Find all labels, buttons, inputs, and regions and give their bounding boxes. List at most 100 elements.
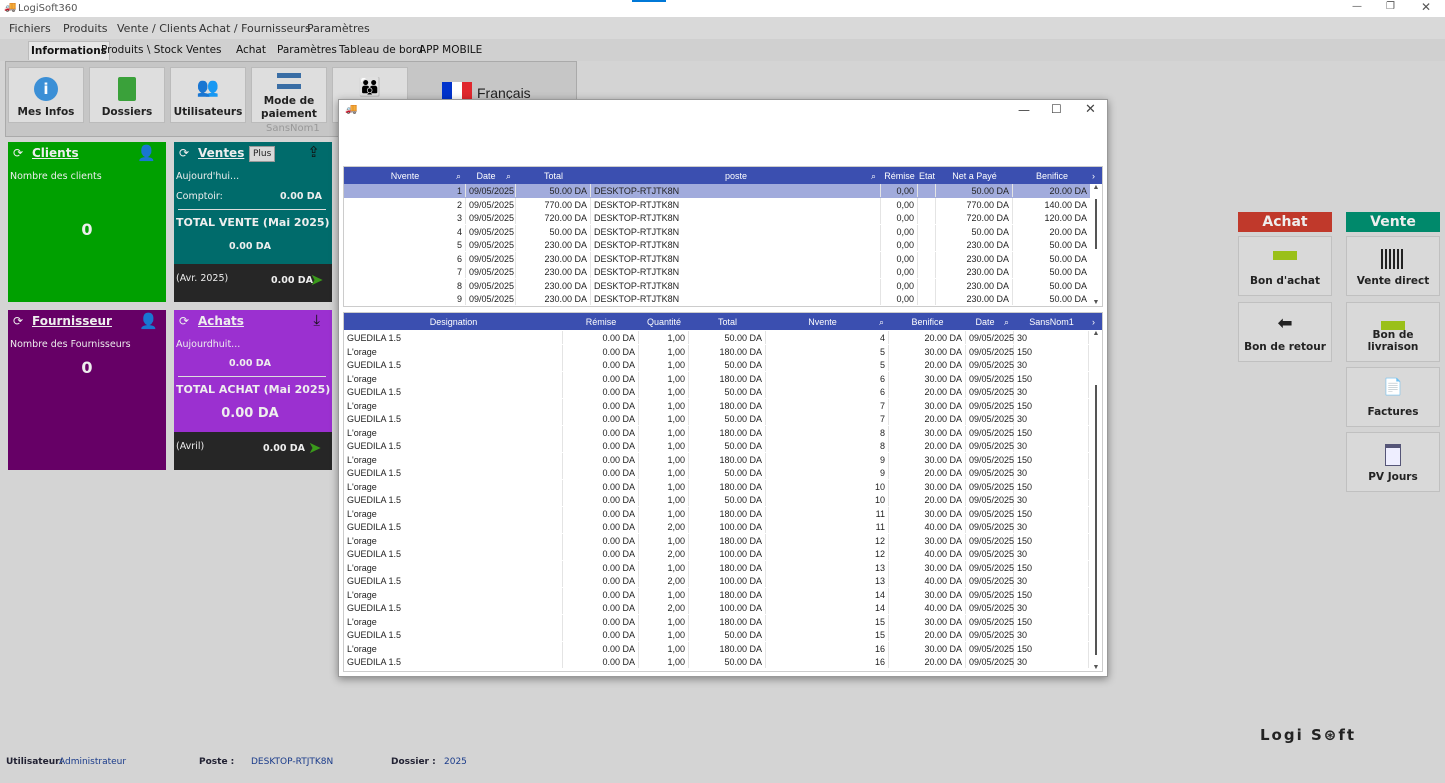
achats-tile[interactable]: ⟳ Achats ⤓ Aujourdhuit... 0.00 DA TOTAL … (174, 310, 332, 470)
table-row[interactable]: 8 09/05/2025 230.00 DA DESKTOP-RTJTK8N 0,00 2… (344, 278, 1091, 293)
tab-informations[interactable]: Informations (28, 41, 110, 60)
search-icon[interactable]: ⌕ (1004, 317, 1010, 327)
achats-link[interactable]: Achats (198, 314, 244, 328)
table-row[interactable]: 4 09/05/2025 50.00 DA DESKTOP-RTJTK8N 0,00 50… (344, 224, 1091, 239)
tab-achat[interactable]: Achat (236, 44, 266, 56)
clients-link[interactable]: Clients (32, 146, 79, 160)
column-nvente[interactable]: Nvente (390, 171, 420, 181)
table-row[interactable]: 7 09/05/2025 230.00 DA DESKTOP-RTJTK8N 0,00 2… (344, 265, 1091, 279)
table-row[interactable]: GUEDILA 1.5 0.00 DA 1,00 50.00 DA 7 20.00 DA 0… (344, 412, 1091, 426)
ventes-link[interactable]: Ventes (198, 146, 245, 160)
factures-button[interactable]: 📄 Factures (1346, 367, 1440, 427)
clients-tile[interactable]: ⟳ Clients 👤 Nombre des clients 0 (8, 142, 166, 302)
column-date[interactable]: Date (975, 317, 995, 327)
menu-vente-clients[interactable]: Vente / Clients (117, 22, 197, 35)
dossiers-button[interactable]: Dossiers (89, 67, 165, 123)
table-row[interactable]: L'orage 0.00 DA 1,00 180.00 DA 10 30.00 DA 09/… (344, 479, 1091, 494)
column-total[interactable]: Total (543, 171, 563, 181)
table-row[interactable]: 1 09/05/2025 50.00 DA DESKTOP-RTJTK8N 0,00 50… (344, 184, 1091, 198)
table-row[interactable]: GUEDILA 1.5 0.00 DA 2,00 100.00 DA 11 40.00 D… (344, 520, 1091, 534)
close-button[interactable]: ✕ (1421, 0, 1432, 14)
mes-infos-button[interactable]: i Mes Infos (8, 67, 84, 123)
download-icon[interactable]: ⤓ (313, 311, 320, 329)
tab-tableau-de-bord[interactable]: Tableau de bord (339, 44, 423, 56)
table-row[interactable]: GUEDILA 1.5 0.00 DA 2,00 100.00 DA 13 40.00 D… (344, 574, 1091, 588)
bon-achat-button[interactable]: Bon d'achat (1238, 236, 1332, 296)
column-quantite[interactable]: Quantité (646, 317, 682, 327)
table-row[interactable]: 5 09/05/2025 230.00 DA DESKTOP-RTJTK8N 0,00 2… (344, 238, 1091, 252)
column-etat[interactable]: Etat (918, 171, 935, 181)
maximize-button[interactable]: ❐ (1386, 1, 1395, 12)
column-remise[interactable]: Rémise (884, 171, 915, 181)
refresh-icon[interactable]: ⟳ (13, 146, 24, 160)
refresh-icon[interactable]: ⟳ (179, 314, 190, 328)
column-remise[interactable]: Rémise (585, 317, 617, 327)
vertical-scrollbar[interactable]: ▲ ▼ (1090, 330, 1102, 671)
vertical-scrollbar[interactable]: ▲ ▼ (1090, 184, 1102, 306)
column-designation[interactable]: Designation (429, 317, 478, 327)
table-row[interactable]: GUEDILA 1.5 0.00 DA 1,00 50.00 DA 15 20.00 DA… (344, 628, 1091, 642)
pv-jours-button[interactable]: PV Jours (1346, 432, 1440, 492)
language-selector[interactable]: Français (477, 85, 531, 101)
menu-parametres[interactable]: Paramètres (307, 22, 370, 35)
table-row[interactable]: GUEDILA 1.5 0.00 DA 1,00 50.00 DA 4 20.00 DA 0… (344, 331, 1091, 345)
tab-ventes[interactable]: Ventes (186, 44, 222, 56)
search-icon[interactable]: ⌕ (871, 171, 877, 181)
column-total[interactable]: Total (717, 317, 737, 327)
table-row[interactable]: L'orage 0.00 DA 1,00 180.00 DA 12 30.00 DA 09/… (344, 533, 1091, 548)
utilisateurs-button[interactable]: 👥 Utilisateurs (170, 67, 246, 123)
scroll-right-icon[interactable]: › (1092, 171, 1095, 181)
table-row[interactable]: L'orage 0.00 DA 1,00 180.00 DA 11 30.00 DA 09/… (344, 506, 1091, 521)
table-row[interactable]: 3 09/05/2025 720.00 DA DESKTOP-RTJTK8N 0,00 7… (344, 211, 1091, 225)
table-row[interactable]: 9 09/05/2025 230.00 DA DESKTOP-RTJTK8N 0,00 2… (344, 292, 1091, 306)
column-nvente[interactable]: Nvente (808, 317, 837, 327)
column-poste[interactable]: poste (724, 171, 748, 181)
table-row[interactable]: GUEDILA 1.5 0.00 DA 2,00 100.00 DA 14 40.00 D… (344, 601, 1091, 615)
column-sansnom1[interactable]: SansNom1 (1029, 317, 1074, 327)
search-icon[interactable]: ⌕ (456, 171, 462, 181)
bon-de-livraison-button[interactable]: Bon de livraison (1346, 302, 1440, 362)
table-row[interactable]: GUEDILA 1.5 0.00 DA 1,00 50.00 DA 6 20.00 DA 0… (344, 385, 1091, 399)
refresh-icon[interactable]: ⟳ (179, 146, 190, 160)
fournisseur-link[interactable]: Fournisseur (32, 314, 112, 328)
table-row[interactable]: GUEDILA 1.5 0.00 DA 2,00 100.00 DA 12 40.00 D… (344, 547, 1091, 561)
table-row[interactable]: GUEDILA 1.5 0.00 DA 1,00 50.00 DA 10 20.00 DA… (344, 493, 1091, 507)
table-row[interactable]: L'orage 0.00 DA 1,00 180.00 DA 15 30.00 DA 09/… (344, 614, 1091, 629)
table-row[interactable]: L'orage 0.00 DA 1,00 180.00 DA 9 30.00 DA 09/0… (344, 452, 1091, 467)
tab-parametres[interactable]: Paramètres (277, 44, 337, 56)
table-row[interactable]: 2 09/05/2025 770.00 DA DESKTOP-RTJTK8N 0,00 7… (344, 197, 1091, 212)
vente-direct-button[interactable]: Vente direct (1346, 236, 1440, 296)
column-date[interactable]: Date (476, 171, 496, 181)
tab-app-mobile[interactable]: APP MOBILE (419, 44, 483, 56)
plus-button[interactable]: Plus (249, 146, 276, 162)
fournisseur-tile[interactable]: ⟳ Fournisseur 👤 Nombre des Fournisseurs … (8, 310, 166, 470)
table-row[interactable]: L'orage 0.00 DA 1,00 180.00 DA 16 30.00 DA 09/… (344, 641, 1091, 656)
close-button[interactable]: ✕ (1085, 102, 1096, 117)
upload-icon[interactable]: ⇪ (307, 143, 320, 161)
menu-fichiers[interactable]: Fichiers (9, 22, 51, 35)
table-row[interactable]: L'orage 0.00 DA 1,00 180.00 DA 5 30.00 DA 09/0… (344, 344, 1091, 359)
ventes-tile[interactable]: ⟳ Ventes Plus ⇪ Aujourd'hui... Comptoir:… (174, 142, 332, 302)
table-row[interactable]: L'orage 0.00 DA 1,00 180.00 DA 14 30.00 DA 09/… (344, 587, 1091, 602)
tab-produits-stock[interactable]: Produits \ Stock (101, 44, 183, 56)
table-row[interactable]: 6 09/05/2025 230.00 DA DESKTOP-RTJTK8N 0,00 2… (344, 251, 1091, 266)
table-row[interactable]: GUEDILA 1.5 0.00 DA 1,00 50.00 DA 16 20.00 DA… (344, 655, 1091, 669)
column-benifice[interactable]: Benifice (911, 317, 944, 327)
minimize-button[interactable]: — (1352, 1, 1362, 12)
search-icon[interactable]: ⌕ (506, 171, 512, 181)
refresh-icon[interactable]: ⟳ (13, 314, 24, 328)
menu-produits[interactable]: Produits (63, 22, 108, 35)
minimize-button[interactable]: — (1018, 103, 1030, 117)
table-row[interactable]: L'orage 0.00 DA 1,00 180.00 DA 7 30.00 DA 09/0… (344, 398, 1091, 413)
table-row[interactable]: L'orage 0.00 DA 1,00 180.00 DA 6 30.00 DA 09/0… (344, 371, 1091, 386)
table-row[interactable]: GUEDILA 1.5 0.00 DA 1,00 50.00 DA 9 20.00 DA 0… (344, 466, 1091, 480)
table-row[interactable]: GUEDILA 1.5 0.00 DA 1,00 50.00 DA 5 20.00 DA 0… (344, 358, 1091, 372)
bon-de-retour-button[interactable]: ⬅ Bon de retour (1238, 302, 1332, 362)
maximize-button[interactable]: ☐ (1051, 102, 1062, 116)
search-icon[interactable]: ⌕ (879, 317, 885, 327)
table-row[interactable]: L'orage 0.00 DA 1,00 180.00 DA 13 30.00 DA 09/… (344, 560, 1091, 575)
column-benifice[interactable]: Benifice (1035, 171, 1069, 181)
table-row[interactable]: GUEDILA 1.5 0.00 DA 1,00 50.00 DA 8 20.00 DA 0… (344, 439, 1091, 453)
menu-achat-fournisseurs[interactable]: Achat / Fournisseurs (199, 22, 311, 35)
column-net-a-paye[interactable]: Net a Payé (952, 171, 997, 181)
